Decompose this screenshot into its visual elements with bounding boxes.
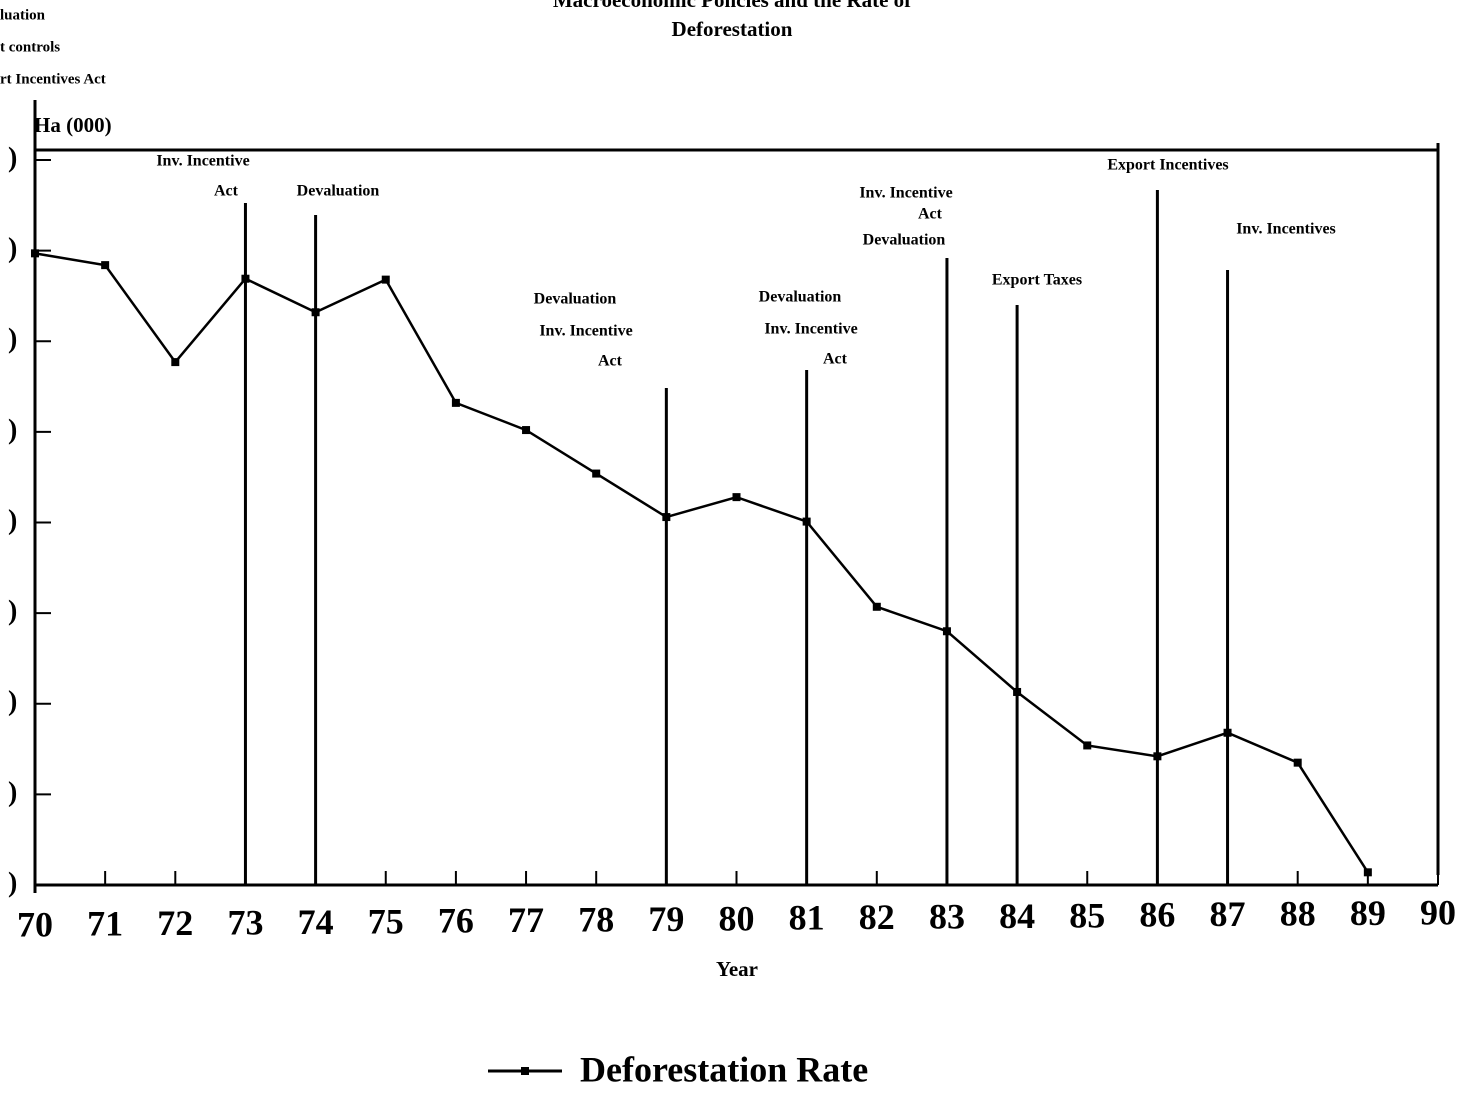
data-point [942, 627, 951, 636]
x-tick-label: 77 [508, 900, 544, 940]
data-point [171, 358, 180, 367]
legend-marker [521, 1067, 529, 1075]
chart-title: Deforestation [672, 17, 793, 41]
policy-label: Act [214, 183, 239, 200]
y-tick-label: ) [8, 867, 17, 898]
x-tick-label: 87 [1210, 894, 1246, 934]
policy-label: Inv. Incentive [859, 185, 952, 202]
data-point [592, 469, 601, 478]
x-tick-label: 76 [438, 901, 474, 941]
y-tick-label: ) [8, 505, 17, 536]
cropped-note: rt Incentives Act [0, 71, 106, 87]
x-tick-label: 88 [1280, 893, 1316, 933]
series-line [34, 252, 1369, 873]
y-tick-label: ) [8, 777, 17, 808]
x-axis-label: Year [716, 957, 758, 981]
policy-label: Inv. Incentive [156, 153, 249, 170]
y-axis-label: Ha (000) [34, 113, 112, 137]
y-tick-label: ) [8, 324, 17, 355]
data-point [872, 602, 881, 611]
x-tick-label: 89 [1350, 893, 1386, 933]
data-point [31, 249, 39, 258]
data-point [1083, 741, 1092, 750]
chart-title: Macroeconomic Policies and the Rate of [553, 0, 912, 12]
x-tick-label: 74 [298, 902, 334, 942]
data-point [241, 274, 250, 283]
x-tick-label: 71 [87, 904, 123, 944]
policy-label: Devaluation [297, 183, 380, 200]
y-tick-label: ) [8, 686, 17, 717]
legend-label: Deforestation Rate [580, 1049, 868, 1089]
data-point [1013, 687, 1022, 696]
policy-label: Export Taxes [992, 272, 1082, 289]
policy-label: Inv. Incentive [764, 321, 857, 338]
data-point [101, 261, 110, 270]
data-point [381, 275, 390, 284]
data-point [732, 493, 741, 502]
x-tick-label: 73 [227, 902, 263, 942]
policy-label: Export Incentives [1107, 157, 1228, 174]
policy-label: Inv. Incentive [539, 323, 632, 340]
x-tick-label: 85 [1069, 895, 1105, 935]
x-tick-label: 83 [929, 896, 965, 936]
data-point [1293, 758, 1302, 767]
data-point [662, 513, 671, 522]
x-tick-label: 86 [1139, 895, 1175, 935]
policy-label: Devaluation [863, 232, 946, 249]
cropped-note: t controls [0, 39, 60, 55]
data-point [802, 517, 811, 526]
x-tick-label: 90 [1420, 892, 1456, 932]
data-point [311, 308, 320, 317]
policy-label: Act [598, 353, 623, 370]
policy-label: Devaluation [759, 289, 842, 306]
x-tick-label: 84 [999, 896, 1035, 936]
cropped-note: luation [0, 7, 46, 23]
y-tick-label: ) [8, 596, 17, 627]
x-tick-label: 70 [17, 904, 53, 944]
y-tick-label: ) [8, 142, 17, 173]
data-point [451, 398, 460, 407]
x-tick-label: 82 [859, 897, 895, 937]
x-tick-label: 78 [578, 899, 614, 939]
x-tick-label: 81 [789, 898, 825, 938]
policy-label: Devaluation [534, 291, 617, 308]
data-point [1363, 868, 1372, 877]
x-tick-label: 72 [157, 903, 193, 943]
data-point [522, 426, 531, 435]
policy-label: Act [918, 206, 943, 223]
y-tick-label: ) [8, 233, 17, 264]
policy-label: Act [823, 351, 848, 368]
data-point [1223, 728, 1232, 737]
data-point [1153, 752, 1162, 761]
x-tick-label: 75 [368, 901, 404, 941]
x-tick-label: 79 [648, 899, 684, 939]
y-tick-label: ) [8, 414, 17, 445]
x-tick-label: 80 [719, 898, 755, 938]
policy-label: Inv. Incentives [1236, 221, 1336, 238]
